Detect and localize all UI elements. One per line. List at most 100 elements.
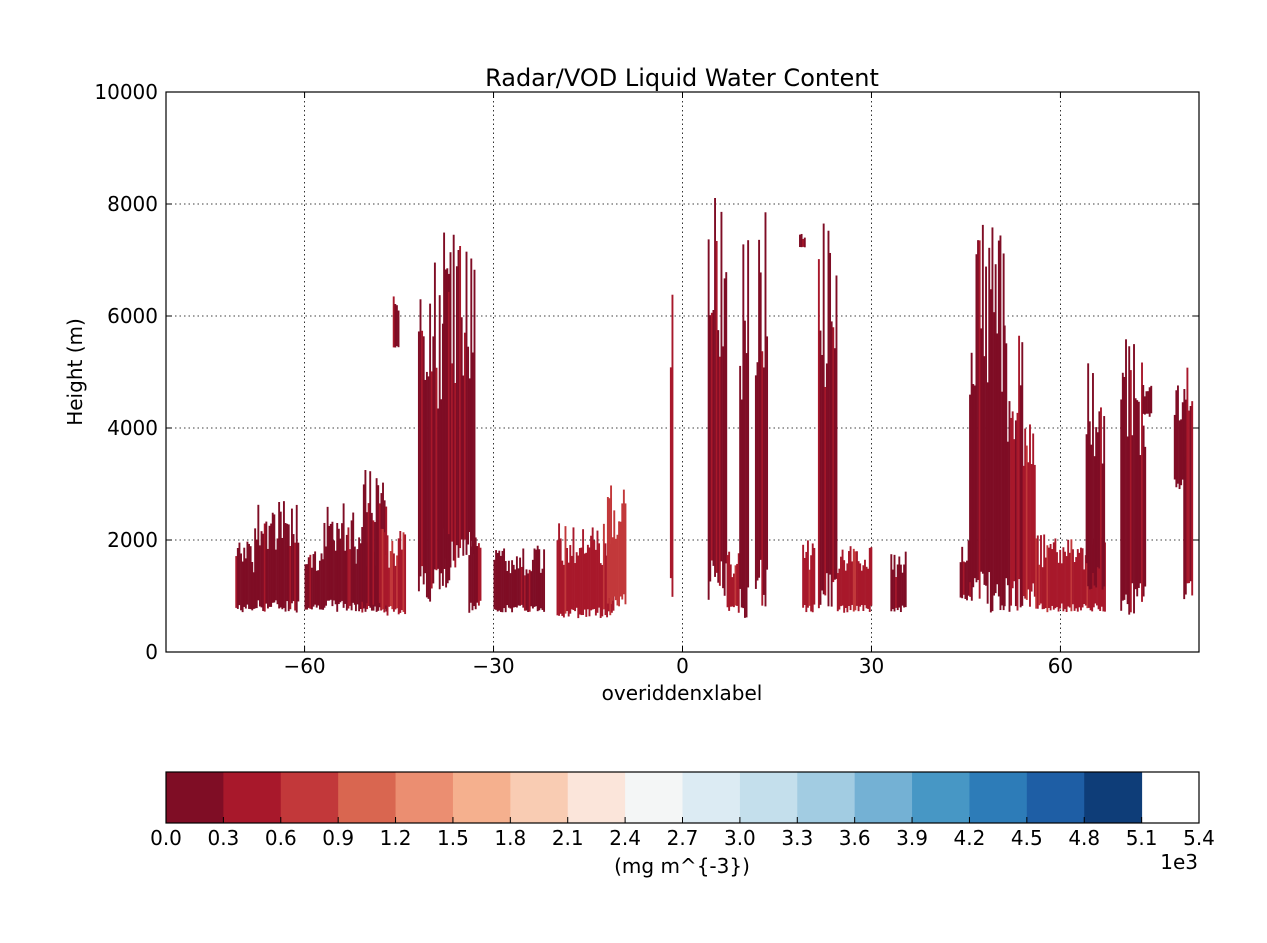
lwc-strip [1123, 376, 1126, 600]
lwc-strip [240, 553, 242, 611]
lwc-strip [601, 564, 604, 617]
lwc-strip [1029, 424, 1031, 607]
lwc-strip [1147, 391, 1150, 414]
lwc-strip [244, 558, 247, 609]
lwc-strip [588, 547, 591, 617]
lwc-strip [718, 356, 721, 586]
lwc-strip [447, 291, 450, 535]
lwc-region [890, 551, 907, 613]
lwc-strip [389, 551, 392, 607]
lwc-strip [559, 538, 562, 614]
lwc-strip [848, 551, 850, 606]
lwc-strip [394, 303, 397, 348]
lwc-strip [610, 485, 613, 605]
lwc-strip [471, 546, 474, 611]
lwc-strip [1101, 463, 1104, 590]
lwc-strip [425, 371, 428, 598]
lwc-strip [455, 266, 458, 546]
lwc-strip [572, 527, 575, 611]
lwc-strip [507, 560, 510, 608]
lwc-strip [260, 531, 263, 608]
lwc-strip [503, 548, 506, 609]
lwc-strip [994, 264, 997, 594]
lwc-strip [810, 555, 813, 612]
colorbar-swatch [452, 772, 511, 823]
lwc-strip [985, 266, 987, 586]
lwc-strip [354, 563, 357, 612]
lwc-strip [709, 315, 712, 582]
lwc-strip [585, 552, 588, 617]
lwc-strip [856, 551, 858, 606]
lwc-strip [566, 548, 569, 612]
lwc-strip [717, 330, 720, 583]
lwc-strip [862, 565, 865, 611]
lwc-strip [370, 512, 373, 597]
lwc-strip [372, 520, 375, 605]
lwc-strip [1006, 441, 1009, 586]
colorbar [166, 772, 1143, 823]
y-tick-label: 10000 [94, 80, 158, 104]
lwc-region [669, 294, 674, 597]
lwc-strip [1049, 543, 1052, 611]
lwc-strip [286, 523, 289, 602]
lwc-strip [996, 333, 999, 585]
lwc-strip [583, 553, 586, 610]
lwc-strip [1002, 253, 1005, 611]
lwc-region [1142, 385, 1153, 417]
lwc-strip [558, 523, 561, 616]
lwc-strip [1103, 416, 1106, 587]
lwc-strip [539, 572, 542, 609]
lwc-strip [594, 549, 597, 616]
lwc-region [468, 526, 482, 613]
lwc-strip [895, 577, 898, 608]
lwc-strip [1100, 407, 1102, 580]
lwc-strip [1032, 433, 1035, 584]
lwc-strip [1078, 552, 1081, 608]
lwc-strip [258, 545, 261, 607]
lwc-strip [255, 539, 258, 609]
lwc-strip [471, 352, 474, 555]
lwc-strip [671, 294, 674, 597]
lwc-strip [867, 568, 870, 609]
lwc-strip [759, 272, 762, 560]
lwc-strip [452, 234, 455, 561]
lwc-strip [438, 295, 441, 590]
lwc-strip [1027, 462, 1030, 590]
lwc-strip [329, 523, 332, 600]
lwc-strip [736, 563, 739, 606]
lwc-strip [525, 569, 528, 611]
colorbar-swatch [395, 772, 454, 823]
lwc-strip [840, 556, 842, 607]
lwc-strip [290, 508, 293, 604]
lwc-strip [731, 577, 734, 607]
lwc-strip [602, 523, 605, 610]
lwc-strip [1185, 399, 1187, 481]
lwc-strip [262, 533, 265, 611]
lwc-strip [832, 327, 835, 583]
lwc-strip [397, 310, 400, 348]
lwc-region [802, 540, 816, 613]
lwc-strip [977, 240, 979, 580]
colorbar-tick-label: 3.0 [724, 826, 756, 850]
lwc-region [969, 224, 1005, 613]
lwc-strip [1036, 535, 1039, 609]
lwc-strip [1059, 549, 1062, 609]
lwc-strip [1180, 419, 1183, 486]
lwc-strip [991, 227, 994, 612]
lwc-strip [1067, 539, 1070, 607]
lwc-strip [959, 562, 962, 598]
lwc-strip [567, 562, 570, 617]
lwc-strip [530, 571, 533, 607]
lwc-strip [536, 545, 539, 612]
lwc-strip [339, 538, 342, 603]
lwc-strip [742, 244, 745, 609]
lwc-strip [849, 546, 852, 611]
lwc-strip [618, 521, 621, 607]
lwc-strip [369, 471, 372, 606]
lwc-strip [575, 552, 578, 608]
lwc-strip [465, 251, 468, 555]
lwc-strip [1001, 391, 1003, 606]
lwc-strip [1134, 398, 1137, 590]
y-tick-label: 8000 [107, 192, 158, 216]
x-axis-ticks: −60 −30 0 30 60 [283, 92, 1073, 678]
